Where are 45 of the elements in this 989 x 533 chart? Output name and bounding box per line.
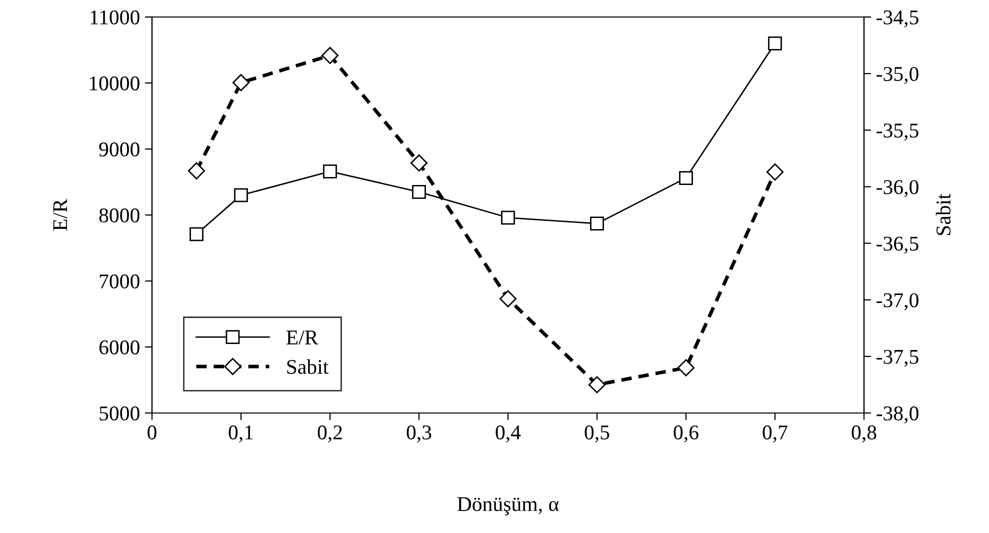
y-tick-label: 9000 xyxy=(99,142,140,156)
point xyxy=(590,216,604,231)
point xyxy=(501,210,515,225)
y2-tick-label: -38,0 xyxy=(876,406,918,424)
x-tick-label: 0 xyxy=(148,425,156,440)
x-tick-label: 0,4 xyxy=(496,425,521,442)
point xyxy=(766,163,784,181)
x-tick-label: 0,6 xyxy=(674,425,698,442)
point xyxy=(499,290,517,308)
point xyxy=(677,359,695,376)
legend-label: Sabit xyxy=(287,359,329,374)
x-tick-label: 0,2 xyxy=(318,425,342,442)
y2-tick-label: -37,5 xyxy=(876,350,918,367)
y-tick-label: 11000 xyxy=(90,10,140,24)
point xyxy=(232,74,250,92)
point xyxy=(412,184,426,199)
legend-label: E/R xyxy=(286,330,318,345)
y2-tick-label: -35,5 xyxy=(876,124,918,141)
y-tick-label: 7000 xyxy=(100,274,140,288)
y2-tick-label: -36,5 xyxy=(876,236,918,254)
point xyxy=(588,376,606,394)
y2-axis-title: Sabit xyxy=(936,194,951,236)
y-tick-label: 5000 xyxy=(100,406,140,420)
point xyxy=(234,188,248,202)
x-tick-label: 0,3 xyxy=(406,425,432,442)
point xyxy=(190,227,204,242)
y-tick-label: 8000 xyxy=(99,208,140,222)
x-tick-label: 0,7 xyxy=(762,425,788,442)
y2-tick-label: -37,0 xyxy=(876,293,918,310)
point xyxy=(768,36,782,50)
point xyxy=(410,154,428,172)
point xyxy=(679,171,693,185)
y2-tick-label: -34,5 xyxy=(876,10,918,28)
y-tick-label: 10000 xyxy=(90,76,140,90)
x-tick-label: 0,1 xyxy=(228,425,253,442)
y-tick-label: 6000 xyxy=(99,340,140,354)
y-axis-title: E/R xyxy=(53,198,68,231)
x-tick-label: 0,8 xyxy=(852,425,876,442)
x-axis-title: Dönüşüm, α xyxy=(457,497,559,516)
x-tick-label: 0,5 xyxy=(584,425,610,442)
point xyxy=(323,164,337,178)
point xyxy=(188,162,206,180)
y2-tick-label: -36,0 xyxy=(876,180,918,198)
y2-tick-label: -35,0 xyxy=(876,66,918,84)
point xyxy=(321,46,339,64)
